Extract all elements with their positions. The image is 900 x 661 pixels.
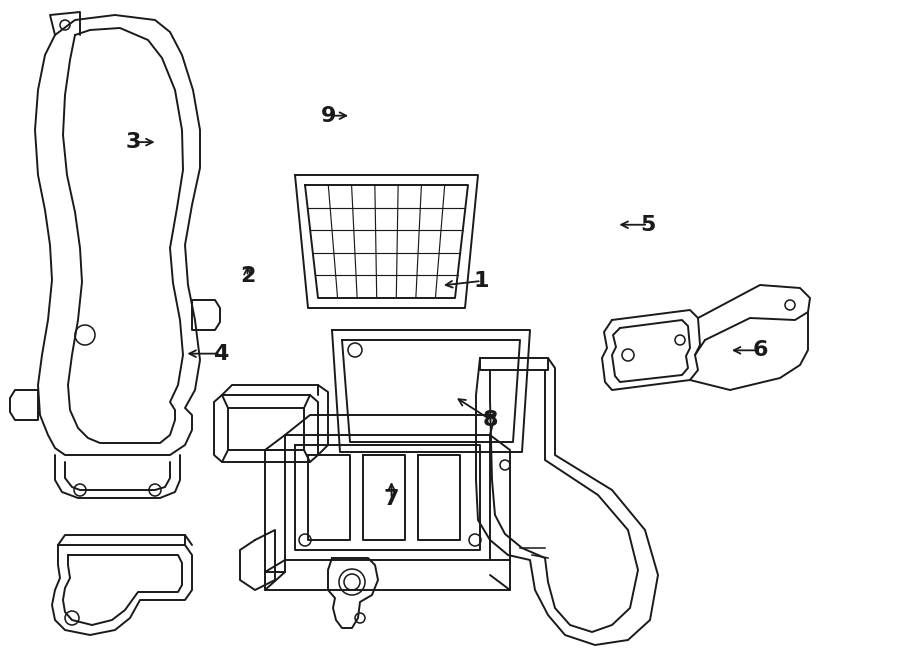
Text: 1: 1: [473, 271, 490, 291]
Text: 7: 7: [383, 489, 400, 509]
Text: 4: 4: [212, 344, 229, 364]
Text: 9: 9: [320, 106, 337, 126]
Text: 5: 5: [640, 215, 656, 235]
Text: 8: 8: [482, 410, 499, 430]
Text: 3: 3: [125, 132, 141, 152]
Text: 6: 6: [752, 340, 769, 360]
Text: 2: 2: [239, 266, 256, 286]
